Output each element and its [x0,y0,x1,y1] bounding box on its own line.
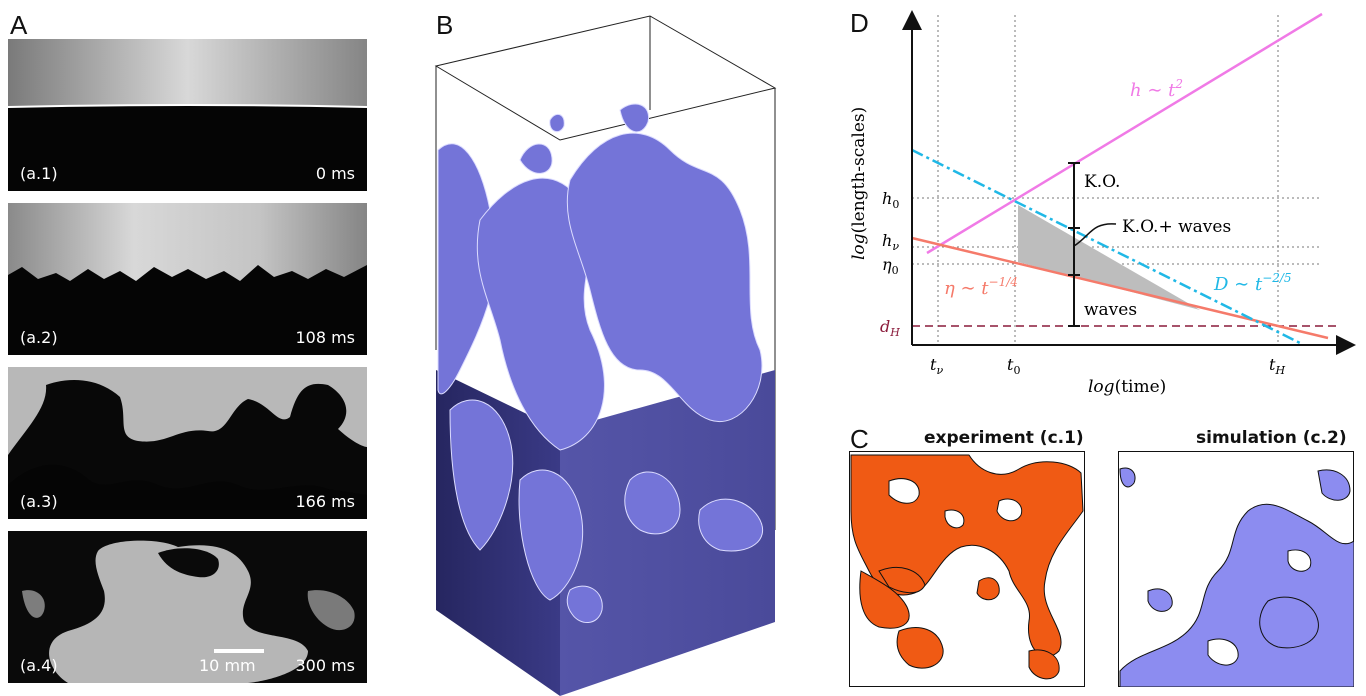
scale-bar-label: 10 mm [199,656,256,675]
panel-letter-c: C [850,424,869,454]
frame-a1-image [8,39,367,191]
frame-a1-time: 0 ms [315,164,355,183]
label-D-law: D ∼ t−2/5 [1213,271,1292,295]
x-axis-label: log(time) [1088,377,1166,397]
frame-a3-time: 166 ms [295,492,355,511]
frame-a4: 10 mm (a.4) 300 ms [8,531,367,683]
ytick-h0: h0 [882,189,899,211]
label-ko: K.O. [1084,172,1120,192]
isosurface-box [434,15,777,696]
label-h-law: h ∼ t2 [1130,77,1183,101]
ytick-eta0: η0 [882,255,899,277]
frame-a1: (a.1) 0 ms [8,39,367,191]
frame-a1-id: (a.1) [20,164,58,183]
frame-a4-time: 300 ms [295,656,355,675]
frame-a4-image [8,531,367,683]
panel-letter-d: D [850,8,869,38]
experiment-label: experiment (c.1) [924,428,1084,448]
frame-a2-id: (a.2) [20,328,58,347]
label-eta-law: η ∼ t−1/4 [944,275,1018,299]
label-waves: waves [1084,300,1137,320]
frame-a3-id: (a.3) [20,492,58,511]
series-h-line [926,12,1323,255]
frame-a4-id: (a.4) [20,656,58,675]
simulation-slice [1118,451,1354,687]
scaling-chart: K.O. K.O.+ waves waves h ∼ t2 D ∼ t−2/5 … [849,10,1356,397]
panel-letter-a: A [10,10,28,40]
series-D-line [911,148,1303,346]
y-axis-label: log(length-scales) [849,107,869,260]
regime-bracket [1068,162,1080,327]
experiment-slice [849,451,1085,687]
frame-a2-image [8,203,367,355]
guide-lines [912,15,1320,342]
ytick-dH: dH [880,317,900,339]
panel-letter-b: B [436,10,454,40]
label-ko-waves: K.O.+ waves [1122,217,1231,237]
ytick-hnu: hν [882,231,899,253]
xtick-tH: tH [1269,355,1285,377]
ko-waves-region [1018,205,1200,310]
ko-waves-pointer [1073,223,1117,247]
xtick-t0: t0 [1007,355,1020,377]
frame-a2: (a.2) 108 ms [8,203,367,355]
frame-a2-time: 108 ms [295,328,355,347]
xtick-tnu: tν [930,355,943,377]
frame-a3-image [8,367,367,519]
frame-a3: (a.3) 166 ms [8,367,367,519]
simulation-label: simulation (c.2) [1196,428,1347,448]
scale-bar [214,649,264,653]
